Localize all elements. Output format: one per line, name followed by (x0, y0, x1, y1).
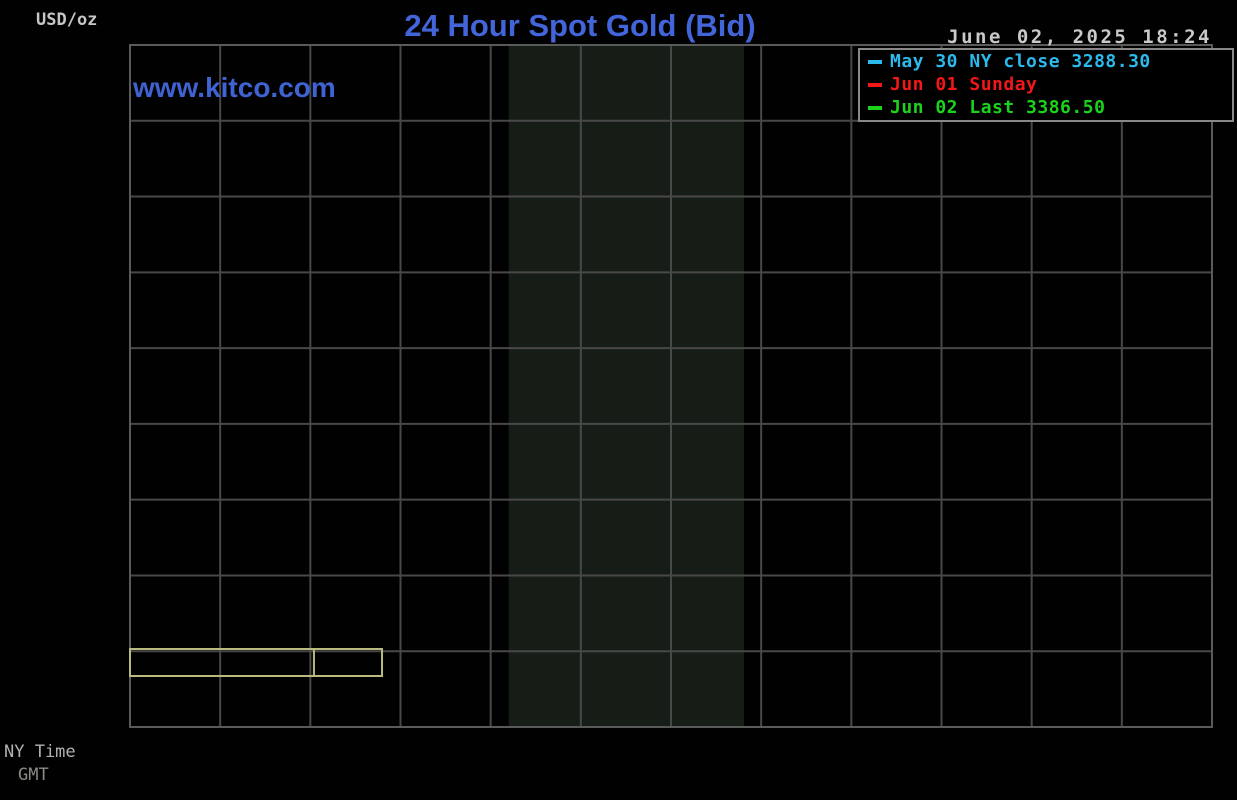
gmt-axis-label: GMT (18, 765, 49, 785)
kitco-watermark: www.kitco.com (133, 72, 336, 103)
page-title: 24 Hour Spot Gold (Bid) (404, 8, 756, 43)
chart-timestamp: June 02, 2025 18:24 (947, 26, 1212, 48)
plot-border (129, 44, 1213, 728)
legend-row-jun02: Jun 02 Last 3386.50 (860, 96, 1232, 119)
legend-row-jun01: Jun 01 Sunday (860, 73, 1232, 96)
legend-label: Jun 02 Last 3386.50 (890, 97, 1106, 118)
y-axis-unit-label: USD/oz (36, 10, 98, 30)
legend-label: May 30 NY close 3288.30 (890, 51, 1151, 72)
legend: May 30 NY close 3288.30 Jun 01 Sunday Ju… (858, 48, 1234, 122)
legend-label: Jun 01 Sunday (890, 74, 1038, 95)
shaded-session-band (508, 45, 745, 727)
legend-dash-icon (868, 60, 882, 64)
ny-time-axis-label: NY Time (4, 742, 76, 762)
legend-row-may30: May 30 NY close 3288.30 (860, 50, 1232, 73)
session-box (129, 648, 384, 677)
legend-dash-icon (868, 83, 882, 87)
legend-dash-icon (868, 106, 882, 110)
